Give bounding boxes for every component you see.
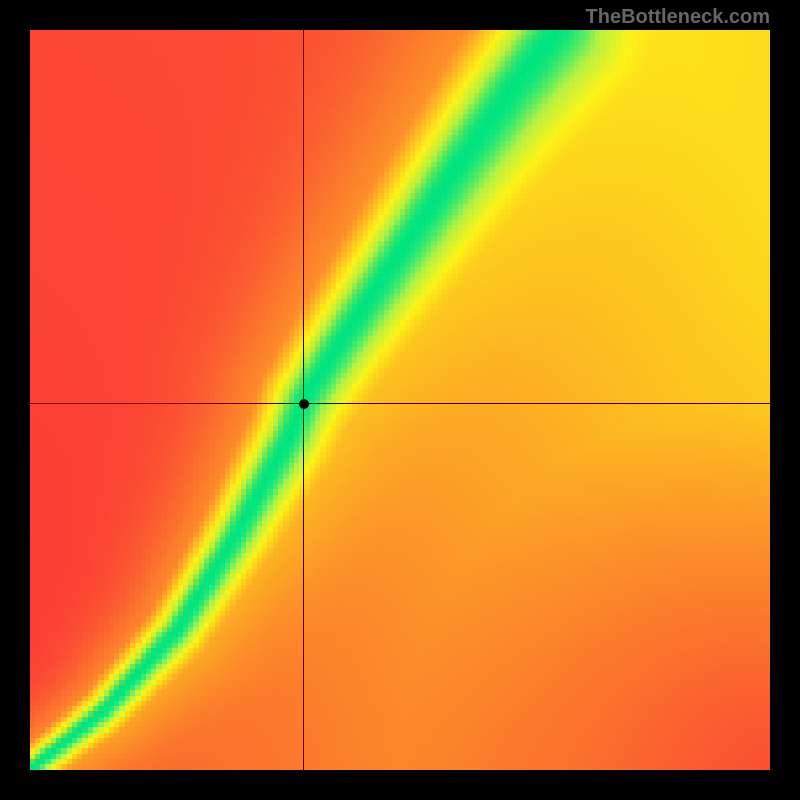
heatmap-canvas xyxy=(30,30,770,770)
crosshair-horizontal xyxy=(30,403,770,404)
marker-dot xyxy=(299,399,309,409)
watermark-text: TheBottleneck.com xyxy=(586,6,770,29)
plot-area xyxy=(30,30,770,770)
chart-container: TheBottleneck.com xyxy=(0,0,800,800)
